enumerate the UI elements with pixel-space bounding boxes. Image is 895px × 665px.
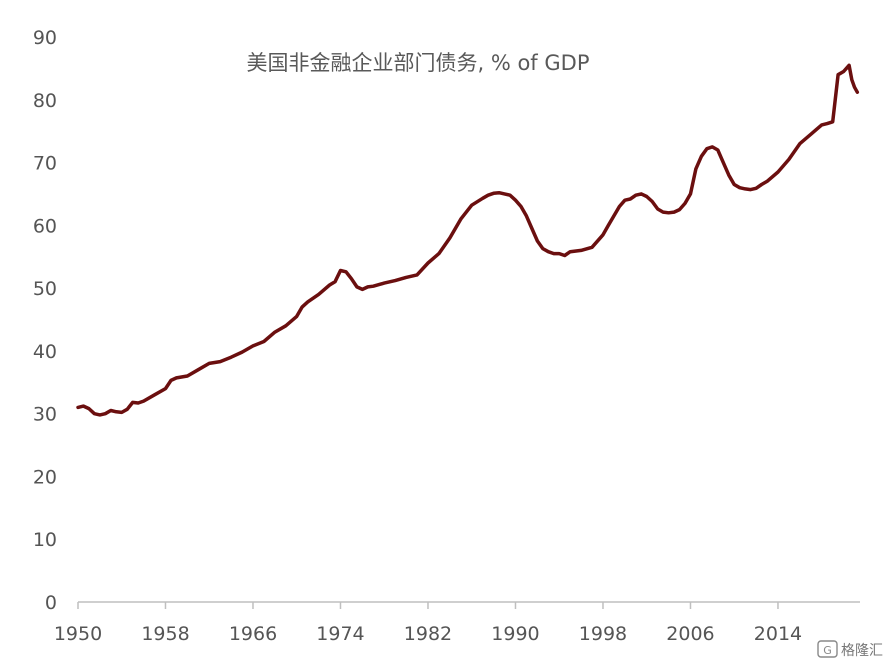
y-tick-label: 90 [33,27,57,49]
y-tick-label: 0 [45,592,57,614]
x-tick-label: 1966 [229,623,277,645]
series-line [76,63,860,417]
y-tick-label: 60 [33,215,57,237]
x-tick-label: 1950 [54,623,102,645]
watermark: G 格隆汇 [817,640,883,659]
y-tick-label: 50 [33,278,57,300]
chart-title: 美国非金融企业部门债务, % of GDP [246,51,589,75]
watermark-logo-icon [817,640,838,658]
x-tick-label: 2006 [666,623,714,645]
x-tick-label: 1990 [491,623,539,645]
y-tick-label: 40 [33,341,57,363]
watermark-text: 格隆汇 [841,643,883,659]
y-tick-label: 20 [33,466,57,488]
y-tick-label: 80 [33,90,57,112]
series-layer [76,63,860,417]
x-tick-label: 1998 [579,623,627,645]
watermark-logo-glyph: G [823,644,832,657]
y-axis-ticks: 0 10 20 30 40 50 60 70 80 90 [33,27,57,614]
x-tick-label: 2014 [754,623,802,645]
x-tick-label: 1982 [404,623,452,645]
y-tick-label: 10 [33,529,57,551]
x-tick-label: 1974 [316,623,364,645]
x-axis: 1950 1958 1966 1974 1982 1990 1998 2006 2014 [54,601,860,645]
y-tick-label: 70 [33,153,57,175]
x-tick-label: 1958 [141,623,189,645]
y-tick-label: 30 [33,404,57,426]
